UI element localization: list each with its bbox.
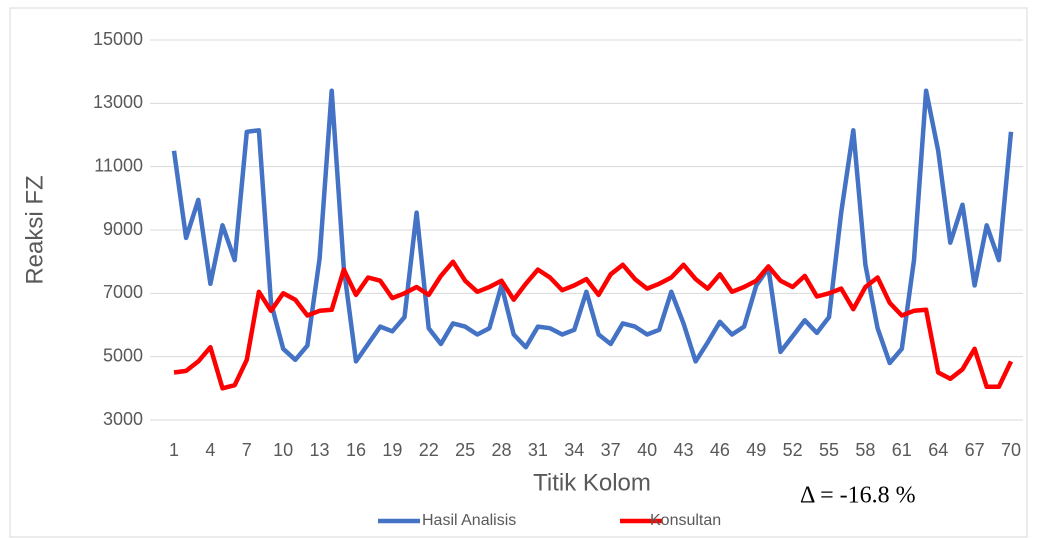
x-tick-label: 13 <box>310 440 330 460</box>
series-line <box>171 88 1014 366</box>
y-tick-label: 11000 <box>94 155 143 175</box>
x-tick-label: 58 <box>855 440 875 460</box>
x-tick-label: 19 <box>382 440 402 460</box>
annotation: Δ = -16.8 % <box>800 483 916 509</box>
legend-label: Hasil Analisis <box>422 512 516 529</box>
x-tick-label: 7 <box>242 440 252 460</box>
x-tick-label: 70 <box>1001 440 1021 460</box>
x-tick-label: 55 <box>819 440 839 460</box>
x-tick-label: 10 <box>273 440 293 460</box>
x-tick-label: 34 <box>564 440 584 460</box>
series-line <box>173 259 1014 391</box>
x-tick-label: 52 <box>783 440 803 460</box>
x-tick-label: 49 <box>746 440 766 460</box>
x-tick-label: 64 <box>928 440 948 460</box>
x-tick-label: 1 <box>169 440 179 460</box>
x-axis-title: Titik Kolom <box>533 469 651 496</box>
y-tick-label: 5000 <box>103 345 143 365</box>
x-tick-label: 40 <box>637 440 657 460</box>
x-tick-label: 37 <box>601 440 621 460</box>
chart-border <box>9 7 1028 538</box>
legend-label: Konsultan <box>650 512 721 529</box>
y-tick-label: 9000 <box>103 219 143 239</box>
y-tick-label: 3000 <box>103 409 143 429</box>
y-tick-label: 15000 <box>93 29 143 49</box>
x-tick-label: 4 <box>205 440 215 460</box>
y-axis-title: Reaksi FZ <box>21 175 48 284</box>
y-tick-label: 13000 <box>93 92 143 112</box>
x-tick-label: 28 <box>492 440 512 460</box>
x-tick-label: 43 <box>673 440 693 460</box>
x-tick-label: 61 <box>892 440 912 460</box>
x-tick-label: 16 <box>346 440 366 460</box>
x-tick-label: 67 <box>965 440 985 460</box>
x-tick-label: 46 <box>710 440 730 460</box>
x-tick-label: 25 <box>455 440 475 460</box>
x-tick-label: 22 <box>419 440 439 460</box>
y-tick-label: 7000 <box>103 282 143 302</box>
x-tick-label: 31 <box>528 440 548 460</box>
